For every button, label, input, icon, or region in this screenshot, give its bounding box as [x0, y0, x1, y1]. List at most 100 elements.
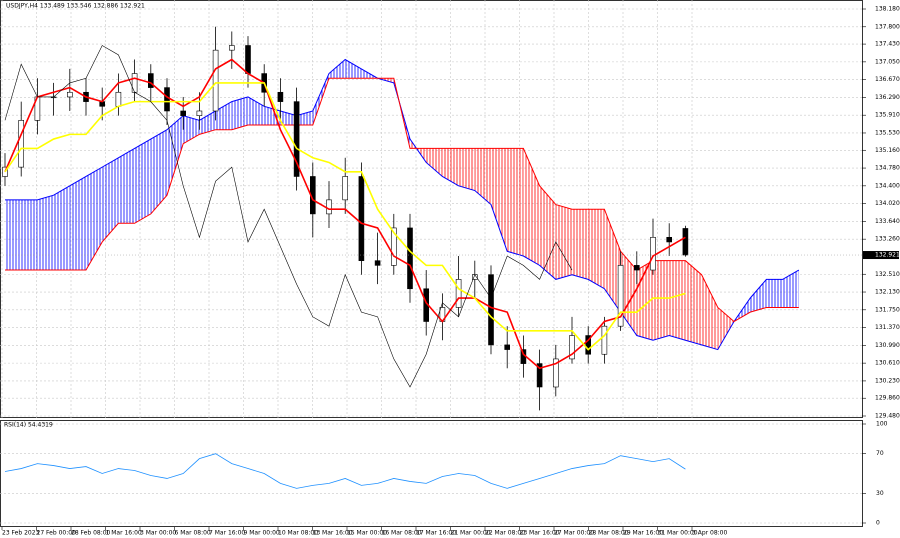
- cloud-segment: [86, 167, 103, 271]
- cloud-segment: [782, 270, 799, 308]
- y-tick-label: 138.180: [875, 6, 900, 13]
- rsi-y-tick-label: 30: [876, 490, 884, 497]
- candle-body: [374, 260, 381, 266]
- candle-body: [196, 110, 203, 116]
- y-tick-label: 130.610: [875, 360, 900, 367]
- candle-body: [682, 228, 689, 256]
- y-tick-label: 131.370: [875, 324, 900, 331]
- indicator-line: [4, 58, 686, 370]
- cloud-segment: [69, 176, 86, 271]
- x-tick-label: 27 Feb 00:00: [37, 530, 77, 537]
- x-tick-label: 1 Mar 16:00: [106, 530, 142, 537]
- x-tick-label: 16 Mar 08:00: [382, 530, 422, 537]
- candle-body: [131, 73, 138, 93]
- x-tick-label: 23 Mar 16:00: [520, 530, 560, 537]
- candle-body: [326, 199, 332, 215]
- last-price-label: 132.921: [875, 252, 900, 259]
- cloud-segment: [5, 199, 22, 271]
- x-tick-label: 10 Mar 08:00: [278, 530, 318, 537]
- candle-body: [650, 236, 656, 271]
- cloud-segment: [458, 148, 475, 191]
- cloud-segment: [248, 96, 265, 126]
- candle-body: [455, 279, 462, 308]
- candle-body: [229, 45, 235, 51]
- y-tick-label: 137.430: [875, 41, 900, 48]
- cloud-segment: [21, 199, 38, 271]
- candle-body: [536, 363, 543, 388]
- indicator-line: [4, 82, 686, 351]
- cloud-segment: [150, 129, 167, 214]
- x-tick-label: 6 Mar 08:00: [175, 530, 211, 537]
- cloud-segment: [701, 274, 718, 350]
- x-tick-label: 31 Mar 00:00: [658, 530, 698, 537]
- cloud-segment: [426, 148, 443, 177]
- y-tick-label: 129.480: [875, 413, 900, 420]
- grid-layer: [0, 0, 862, 524]
- candle-body: [601, 325, 608, 355]
- y-tick-label: 132.510: [875, 271, 900, 278]
- cloud-segment: [555, 204, 572, 280]
- candle-body: [407, 227, 413, 290]
- cloud-segment: [296, 110, 313, 126]
- cloud-segment: [345, 59, 362, 79]
- y-tick-label: 133.640: [875, 218, 900, 225]
- plot-layer: [2, 26, 800, 411]
- y-tick-label: 134.780: [875, 165, 900, 172]
- last-price-box: [863, 251, 899, 260]
- candle-body: [585, 335, 592, 355]
- y-tick-label: 137.800: [875, 23, 900, 30]
- cloud-segment: [539, 185, 556, 280]
- x-tick-label: 22 Mar 08:00: [485, 530, 525, 537]
- cloud-segment: [199, 110, 216, 135]
- rsi-y-tick-label: 0: [876, 520, 880, 527]
- candle-body: [67, 91, 73, 98]
- rsi-panel: [0, 420, 863, 527]
- rsi-line: [4, 453, 686, 489]
- cloud-segment: [572, 209, 589, 280]
- y-tick-label: 137.050: [875, 58, 900, 65]
- candle-body: [342, 176, 349, 201]
- x-tick-label: 28 Mar 08:00: [589, 530, 629, 537]
- cloud-segment: [53, 185, 70, 271]
- cloud-segment: [507, 148, 524, 257]
- y-tick-label: 130.990: [875, 342, 900, 349]
- candle-body: [115, 91, 122, 107]
- y-tick-label: 135.160: [875, 147, 900, 154]
- candle-body: [358, 176, 365, 261]
- candle-body: [617, 265, 624, 327]
- cloud-segment: [491, 148, 508, 252]
- candle-body: [504, 344, 511, 350]
- candle-body: [666, 236, 673, 243]
- cloud-segment: [669, 260, 686, 341]
- cloud-segment: [653, 260, 670, 341]
- cloud-segment: [766, 279, 783, 308]
- cloud-segment: [442, 148, 459, 186]
- x-tick-label: 13 Mar 16:00: [313, 530, 353, 537]
- candle-body: [148, 73, 154, 88]
- candle-body: [245, 45, 251, 74]
- rsi-y-tick-label: 70: [876, 450, 884, 457]
- x-tick-label: 21 Mar 00:00: [451, 530, 491, 537]
- main-panel: [0, 0, 863, 418]
- y-tick-label: 135.910: [875, 112, 900, 119]
- cloud-segment: [750, 279, 767, 313]
- y-tick-label: 133.260: [875, 236, 900, 243]
- y-tick-label: 134.020: [875, 200, 900, 207]
- candle-body: [569, 335, 575, 360]
- cloud-segment: [604, 209, 621, 313]
- y-tick-label: 136.670: [875, 76, 900, 83]
- candle-body: [180, 110, 186, 116]
- cloud-segment: [37, 195, 54, 271]
- span-a-line: [5, 58, 800, 351]
- candle-body: [552, 358, 559, 388]
- x-tick-label: 17 Mar 16:00: [416, 530, 456, 537]
- candle-body: [212, 49, 219, 112]
- cloud-segment: [118, 148, 135, 224]
- x-tick-label: 29 Mar 16:00: [623, 530, 663, 537]
- candle-body: [164, 87, 170, 112]
- y-tick-label: 132.130: [875, 289, 900, 296]
- rsi-y-tick-label: 100: [876, 421, 888, 428]
- candle-body: [488, 274, 494, 346]
- cloud-segment: [231, 96, 248, 130]
- y-tick-label: 131.750: [875, 306, 900, 313]
